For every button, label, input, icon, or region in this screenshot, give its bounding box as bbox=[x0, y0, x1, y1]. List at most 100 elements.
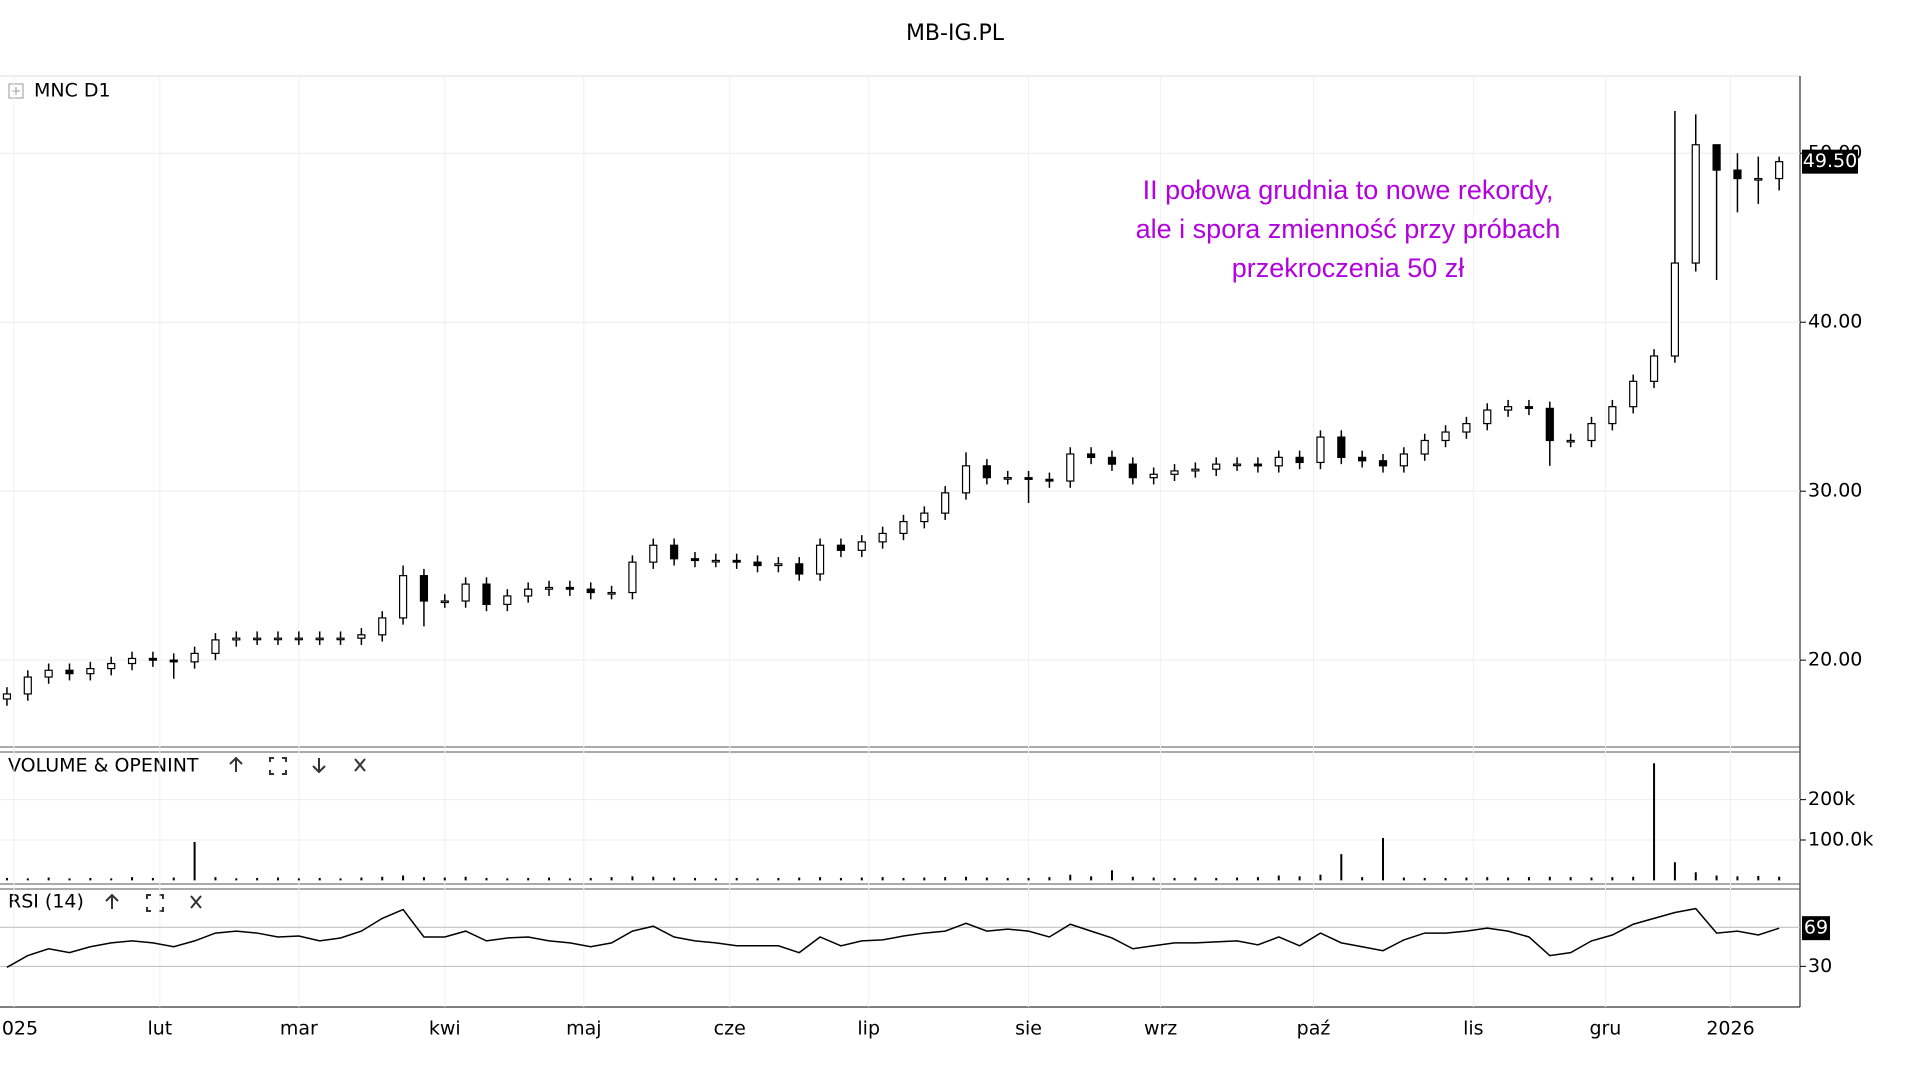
x-tick-label: 2025 bbox=[0, 1018, 38, 1040]
volume-bar bbox=[1611, 877, 1614, 881]
volume-bar bbox=[1048, 877, 1051, 881]
candle-body bbox=[1629, 380, 1638, 408]
volume-bar bbox=[172, 877, 175, 881]
panel-title: VOLUME & OPENINT bbox=[8, 755, 199, 777]
candle-body bbox=[1003, 477, 1012, 480]
candle-body bbox=[1712, 144, 1721, 171]
volume-bar bbox=[965, 876, 968, 881]
candle-body bbox=[169, 659, 178, 663]
candle-body bbox=[544, 586, 554, 590]
volume-bar bbox=[381, 876, 384, 881]
y-tick-label: 20.00 bbox=[1808, 649, 1862, 671]
candle-body bbox=[857, 541, 866, 551]
x-tick-label: wrz bbox=[1144, 1018, 1177, 1040]
candle-body bbox=[1649, 355, 1659, 382]
candle-body bbox=[1358, 456, 1367, 462]
volume-bar bbox=[1632, 876, 1635, 881]
candle-body bbox=[1232, 463, 1242, 467]
candle-body bbox=[1024, 477, 1033, 480]
volume-bar bbox=[214, 877, 217, 881]
candle-body bbox=[190, 652, 199, 663]
candle-body bbox=[586, 588, 595, 594]
candle-body bbox=[690, 558, 700, 562]
volume-bar bbox=[1027, 877, 1030, 881]
candle-body bbox=[1399, 453, 1408, 467]
volume-bar bbox=[527, 877, 530, 881]
candle-body bbox=[398, 575, 408, 619]
volume-bar bbox=[860, 877, 863, 881]
expand-icon[interactable] bbox=[8, 83, 24, 99]
candle-body bbox=[1149, 473, 1158, 479]
volume-bar bbox=[568, 878, 571, 881]
candle-body bbox=[1170, 470, 1179, 475]
volume-bar bbox=[798, 877, 801, 881]
move-down-button[interactable] bbox=[312, 758, 326, 774]
candle-body bbox=[649, 544, 658, 563]
close-button[interactable] bbox=[190, 895, 202, 909]
volume-bar bbox=[1173, 877, 1176, 881]
x-tick-label: lip bbox=[857, 1018, 880, 1040]
candle-body bbox=[1316, 436, 1325, 464]
volume-bar bbox=[881, 877, 884, 881]
maximize-button[interactable] bbox=[146, 894, 164, 912]
last-value-box bbox=[1802, 916, 1830, 941]
candle-body bbox=[127, 657, 137, 665]
page-title: MB-IG.PL bbox=[906, 21, 1005, 46]
volume-bar bbox=[1465, 877, 1468, 881]
volume-bar bbox=[402, 875, 405, 881]
x-tick-label: cze bbox=[714, 1018, 746, 1040]
move-up-button[interactable] bbox=[229, 756, 243, 772]
volume-bar bbox=[1069, 874, 1072, 881]
candle-body bbox=[607, 591, 616, 595]
candle-body bbox=[1337, 436, 1346, 458]
volume-bar bbox=[548, 877, 551, 881]
candle-body bbox=[1274, 456, 1283, 467]
volume-bar bbox=[1423, 877, 1426, 881]
volume-bar bbox=[422, 877, 425, 881]
volume-bar bbox=[1090, 876, 1093, 881]
volume-bar bbox=[1006, 877, 1009, 881]
volume-bar bbox=[5, 877, 8, 881]
candle-body bbox=[1587, 422, 1596, 442]
volume-bar bbox=[673, 877, 676, 881]
volume-bar bbox=[506, 878, 509, 881]
volume-bar bbox=[297, 878, 300, 881]
candle-body bbox=[1566, 439, 1575, 443]
candle-body bbox=[482, 583, 491, 605]
volume-bar bbox=[610, 877, 613, 881]
candle-body bbox=[1066, 453, 1075, 482]
volume-bar bbox=[193, 842, 196, 881]
volume-bar bbox=[360, 877, 363, 881]
volume-bar bbox=[714, 878, 717, 881]
candle-body bbox=[1691, 144, 1700, 264]
maximize-button[interactable] bbox=[269, 757, 287, 775]
x-tick-label: lis bbox=[1463, 1018, 1483, 1040]
candle-body bbox=[1462, 422, 1471, 433]
candle-body bbox=[774, 563, 783, 567]
candle-body bbox=[461, 583, 470, 602]
candle-body bbox=[1191, 468, 1200, 472]
volume-bar bbox=[1194, 877, 1197, 881]
x-tick-label: gru bbox=[1589, 1018, 1621, 1040]
volume-bar bbox=[1590, 877, 1593, 881]
candle-body bbox=[65, 669, 74, 675]
volume-bar bbox=[464, 876, 467, 881]
x-tick-label: lut bbox=[147, 1018, 172, 1040]
close-button[interactable] bbox=[354, 758, 366, 772]
x-tick-label: maj bbox=[566, 1018, 601, 1040]
move-up-button[interactable] bbox=[105, 893, 119, 909]
candle-body bbox=[232, 637, 241, 641]
volume-bar bbox=[151, 877, 154, 881]
volume-bar bbox=[1402, 877, 1405, 881]
candle-body bbox=[1087, 453, 1096, 458]
volume-bar bbox=[923, 877, 926, 881]
volume-bar bbox=[1110, 870, 1113, 881]
volume-bar bbox=[944, 877, 947, 881]
volume-bar bbox=[1507, 877, 1510, 881]
volume-bar bbox=[777, 877, 780, 881]
candle-body bbox=[1295, 456, 1304, 464]
candle-body bbox=[1670, 262, 1680, 357]
volume-bar bbox=[235, 878, 238, 881]
y-tick-label: 30 bbox=[1808, 955, 1832, 977]
volume-bar bbox=[1757, 875, 1760, 881]
